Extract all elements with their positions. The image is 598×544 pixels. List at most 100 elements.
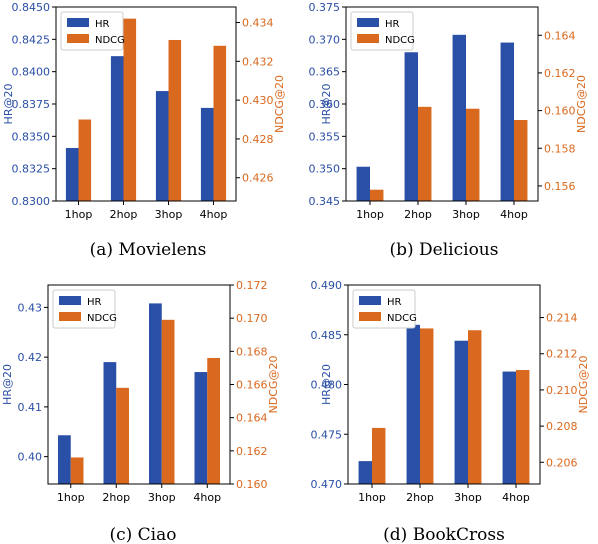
left-tick-label: 0.40	[18, 451, 43, 464]
bar-ndcg-3hop	[468, 330, 482, 484]
bar-hr-3hop	[149, 303, 162, 484]
y-axis-label-right: NDCG@20	[577, 356, 590, 414]
bar-hr-1hop	[58, 435, 71, 484]
y-axis-label-left: HR@20	[1, 364, 14, 405]
chart-panel-4: 0.470 0.475 0.480 0.485 0.490 0.206 0.208 0.210…	[311, 279, 591, 544]
legend-label-ndcg: NDCG	[385, 35, 415, 46]
bar-hr-3hop	[452, 34, 466, 202]
subfigure-caption: (a) Movielens	[90, 240, 207, 260]
x-tick-label: 1hop	[356, 208, 384, 221]
legend-swatch-hr	[359, 296, 381, 305]
bar-hr-3hop	[454, 340, 468, 484]
chart-panel-3: 0.40 0.41 0.42 0.43 0.160 0.162 0.164 0.166 0.16…	[1, 279, 280, 544]
y-axis-label-right: NDCG@20	[575, 75, 588, 133]
subfigure-caption: (c) Ciao	[109, 525, 176, 544]
bar-ndcg-2hop	[123, 18, 137, 201]
bar-ndcg-1hop	[372, 427, 386, 484]
left-tick-label: 0.8450	[12, 1, 51, 14]
x-tick-label: 4hop	[193, 491, 221, 504]
right-tick-label: 0.426	[242, 172, 274, 185]
bar-ndcg-2hop	[420, 328, 434, 484]
legend-swatch-ndcg	[359, 312, 381, 321]
right-tick-label: 0.430	[242, 94, 274, 107]
bar-hr-2hop	[404, 52, 418, 201]
right-tick-label: 0.166	[236, 379, 268, 392]
y-axis-label-left: HR@20	[2, 84, 15, 125]
x-tick-label: 3hop	[454, 491, 482, 504]
legend-swatch-hr	[59, 296, 81, 305]
right-tick-label: 0.170	[236, 312, 268, 325]
right-tick-label: 0.158	[544, 142, 576, 155]
y-axis-label-left: HR@20	[320, 364, 333, 405]
y-axis-label-left: HR@20	[320, 84, 333, 125]
left-tick-label: 0.485	[311, 329, 343, 342]
x-tick-label: 2hop	[406, 491, 434, 504]
x-tick-label: 2hop	[404, 208, 432, 221]
left-tick-label: 0.475	[311, 428, 343, 441]
bar-hr-2hop	[110, 56, 124, 202]
right-tick-label: 0.432	[242, 55, 274, 68]
bar-ndcg-4hop	[207, 357, 220, 484]
right-tick-label: 0.164	[544, 29, 576, 42]
left-tick-label: 0.365	[309, 66, 341, 79]
right-tick-label: 0.160	[236, 478, 268, 491]
left-tick-label: 0.41	[18, 401, 43, 414]
legend-label-hr: HR	[387, 297, 402, 308]
bar-hr-4hop	[200, 107, 214, 201]
x-tick-label: 3hop	[155, 208, 183, 221]
bar-hr-1hop	[358, 461, 372, 484]
left-tick-label: 0.8425	[12, 33, 51, 46]
x-tick-label: 3hop	[452, 208, 480, 221]
right-tick-label: 0.206	[546, 456, 578, 469]
left-tick-label: 0.370	[309, 33, 341, 46]
chart-panel-2: 0.345 0.350 0.355 0.360 0.365 0.370 0.375 0.156…	[309, 1, 589, 260]
right-tick-label: 0.208	[546, 420, 578, 433]
x-tick-label: 2hop	[102, 491, 130, 504]
left-tick-label: 0.345	[309, 195, 341, 208]
right-tick-label: 0.214	[546, 312, 578, 325]
bar-ndcg-4hop	[514, 120, 528, 201]
left-tick-label: 0.360	[309, 98, 341, 111]
left-tick-label: 0.490	[311, 279, 343, 292]
chart-panel-1: 0.8300 0.8325 0.8350 0.8375 0.8400 0.8425 0.84…	[2, 1, 286, 260]
bar-ndcg-1hop	[78, 119, 92, 201]
right-tick-label: 0.162	[544, 67, 576, 80]
legend-swatch-hr	[67, 18, 89, 27]
legend-label-ndcg: NDCG	[95, 35, 125, 46]
left-tick-label: 0.480	[311, 379, 343, 392]
x-tick-label: 1hop	[358, 491, 386, 504]
subfigure-caption: (b) Delicious	[390, 240, 499, 260]
legend-label-hr: HR	[385, 19, 400, 30]
bar-hr-4hop	[194, 372, 208, 484]
y-axis-label-right: NDCG@20	[273, 75, 286, 133]
legend: HR NDCG	[352, 289, 417, 329]
bar-ndcg-2hop	[116, 387, 129, 484]
bar-hr-2hop	[406, 324, 420, 484]
bar-ndcg-3hop	[466, 108, 480, 201]
x-tick-label: 4hop	[502, 491, 530, 504]
left-tick-label: 0.470	[311, 478, 343, 491]
left-tick-label: 0.8325	[12, 163, 51, 176]
bar-hr-1hop	[356, 166, 370, 201]
legend: HR NDCG	[350, 11, 415, 51]
bar-hr-1hop	[65, 147, 79, 201]
bar-ndcg-3hop	[161, 319, 175, 484]
subfigure-caption: (d) BookCross	[383, 525, 505, 544]
legend-swatch-hr	[357, 18, 379, 27]
left-tick-label: 0.8300	[12, 195, 51, 208]
right-tick-label: 0.160	[544, 105, 576, 118]
bar-ndcg-4hop	[213, 45, 227, 201]
right-tick-label: 0.212	[546, 348, 578, 361]
right-tick-label: 0.434	[242, 17, 274, 30]
left-tick-label: 0.350	[309, 163, 341, 176]
bar-hr-2hop	[103, 362, 117, 484]
left-tick-label: 0.42	[18, 351, 43, 364]
left-tick-label: 0.8400	[12, 66, 51, 79]
legend: HR NDCG	[60, 11, 125, 51]
right-tick-label: 0.428	[242, 133, 274, 146]
y-axis-label-right: NDCG@20	[267, 356, 280, 414]
right-tick-label: 0.164	[236, 412, 268, 425]
bar-ndcg-1hop	[70, 457, 84, 484]
bar-ndcg-4hop	[516, 370, 530, 484]
